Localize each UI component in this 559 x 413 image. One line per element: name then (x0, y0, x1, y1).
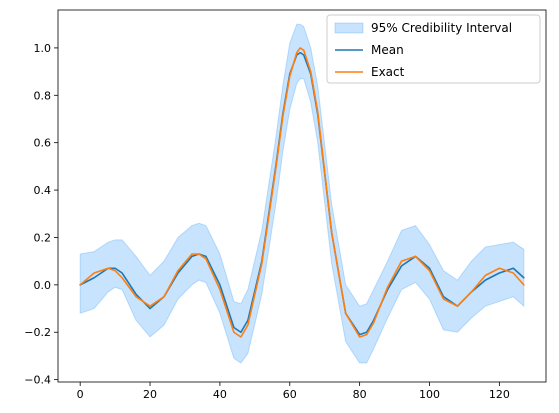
legend-box (326, 14, 541, 84)
legend-swatch-band (334, 22, 364, 34)
x-tick-label: 20 (143, 388, 157, 401)
series-lines-layer (79, 47, 525, 338)
y-tick-label: 1.0 (34, 42, 52, 55)
y-tick-label: 0.6 (34, 137, 52, 150)
x-tick-label: 60 (283, 388, 297, 401)
legend-label-exact: Exact (371, 65, 405, 79)
y-tick-label: −0.2 (24, 326, 51, 339)
x-tick-label: 80 (353, 388, 367, 401)
series-band-credibility-interval (79, 23, 525, 364)
credibility-band-layer (79, 23, 525, 364)
y-tick-label: 0.0 (34, 279, 52, 292)
legend: 95% Credibility Interval Mean Exact (326, 14, 541, 84)
x-tick-label: 120 (489, 388, 510, 401)
x-tick-label: 100 (419, 388, 440, 401)
legend-label-mean: Mean (371, 43, 404, 57)
series-line-exact (79, 47, 525, 338)
x-tick-label: 0 (77, 388, 84, 401)
y-tick-label: 0.2 (34, 231, 52, 244)
y-tick-label: 0.4 (34, 184, 52, 197)
axes-frame (57, 9, 547, 383)
y-tick-label: −0.4 (24, 374, 51, 387)
legend-label-95-credibility-interval: 95% Credibility Interval (371, 21, 512, 35)
y-tick-label: 0.8 (34, 89, 52, 102)
x-axis-ticks: 0 20 40 60 80 100 120 (77, 382, 510, 401)
y-axis-ticks: −0.4 −0.2 0.0 0.2 0.4 0.6 0.8 1.0 (24, 42, 58, 387)
x-tick-label: 40 (213, 388, 227, 401)
